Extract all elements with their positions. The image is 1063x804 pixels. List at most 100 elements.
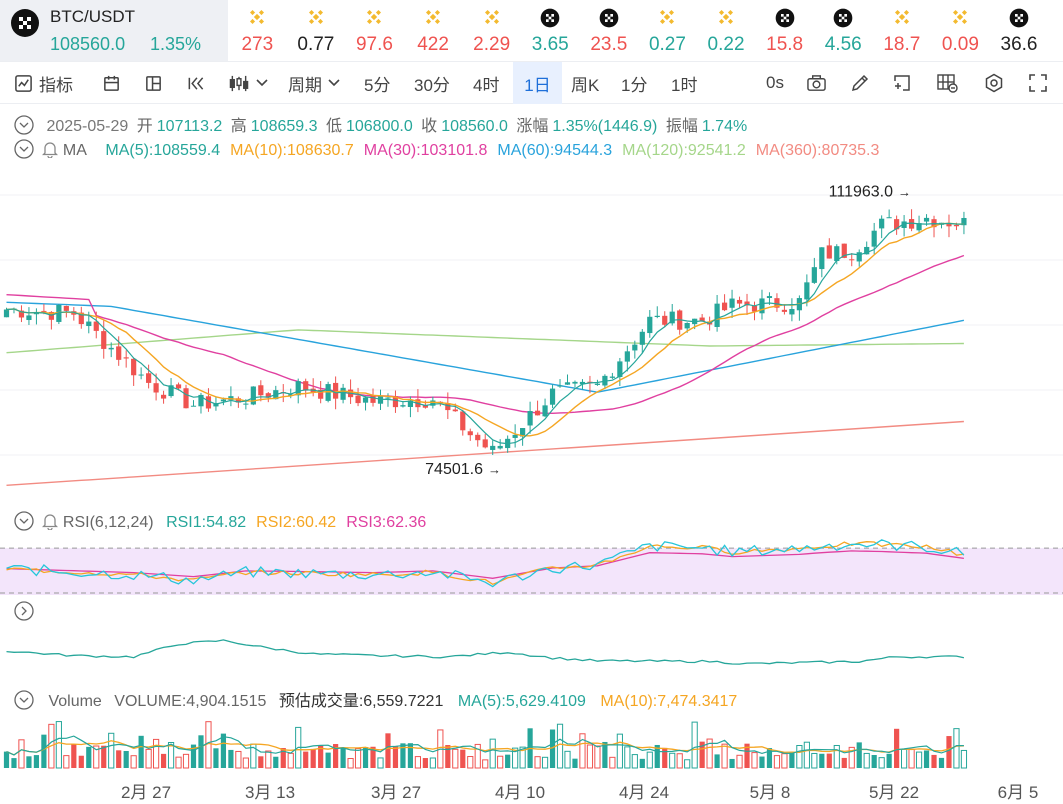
candle [123,350,129,368]
interval-30m[interactable]: 30分 [414,62,450,104]
ticker-item[interactable]: 97.6 [345,0,404,61]
volume-estimate: 预估成交量:6,559.7221 [278,693,444,710]
layout-button[interactable] [144,62,163,104]
volume-bar [676,753,683,769]
main-chart[interactable]: 111963.0 → 74501.6 → [0,165,1063,505]
high-value: 108659.3 [250,118,318,135]
ticker-item[interactable]: 0.77 [287,0,346,61]
ma-value: MA(360):80735.3 [755,142,880,159]
binance-coin-icon [483,8,501,31]
volume-bar [482,759,489,769]
volume-bar [362,747,369,768]
candle [48,311,54,330]
bell-icon[interactable] [42,141,59,163]
add-chart-button[interactable] [892,62,912,104]
draw-button[interactable] [850,62,870,104]
candle-body [220,399,227,402]
chevron-down-icon[interactable] [14,690,34,715]
candle [916,215,922,234]
chevron-right-icon[interactable] [14,601,34,626]
volume-ma5: MA(5):5,629.4109 [457,693,586,710]
chevron-down-icon[interactable] [14,115,34,140]
volume-bar [86,746,92,768]
volume-bar [273,756,279,768]
candle-body [871,230,877,247]
interval-4h[interactable]: 4时 [473,62,499,104]
ticker-value: 23.5 [590,34,628,55]
candle-body [243,403,249,405]
chevron-down-icon[interactable] [14,139,34,164]
interval-5m[interactable]: 5分 [364,62,390,104]
checker-logo-icon [775,8,795,33]
interval-1m[interactable]: 1分 [621,62,647,104]
volume-bar [325,752,331,768]
candle-body [923,217,930,222]
high-label: 高 [230,118,247,135]
ma120-line [6,329,964,354]
candle-body [355,395,361,404]
indicators-button[interactable]: 指标 [14,62,73,104]
period-dropdown[interactable]: 周期 [288,62,340,104]
ticker-item[interactable]: 2.29 [462,0,521,61]
candle-body [213,403,219,407]
arrow-right-icon: → [898,184,911,199]
fullscreen-button[interactable] [1028,62,1048,104]
ticker-item[interactable]: 0.09 [931,0,990,61]
volume-bar [938,757,945,768]
candle-body [684,323,690,329]
candle-body [41,310,47,312]
candle-body [527,411,533,426]
chart-type-dropdown[interactable] [228,62,268,104]
ticker-item[interactable]: 4.56 [814,0,873,61]
volume-bar [333,744,339,768]
interval-1h[interactable]: 1时 [671,62,697,104]
volume-bar [242,757,249,769]
indicator-chart[interactable] [0,622,1063,684]
ticker-item[interactable]: 15.8 [755,0,814,61]
interval-1d[interactable]: 1日 [513,62,562,104]
volume-bar [318,745,324,768]
candle-body [849,259,855,261]
bell-icon[interactable] [42,513,59,535]
screenshot-button[interactable] [806,62,827,104]
volume-chart[interactable] [0,713,1063,769]
ticker-item[interactable]: 422 [404,0,463,61]
indicator-line [6,639,965,665]
volume-bar [915,751,923,769]
candle [901,215,907,237]
rewind-icon [186,74,206,93]
ticker-item[interactable]: 0.22 [697,0,756,61]
interval-week[interactable]: 周K [571,62,599,104]
chart-grid-button[interactable] [936,62,958,104]
candle-body [894,219,900,230]
candle [153,373,159,401]
ticker-item[interactable]: 23.5 [580,0,639,61]
arrow-right-icon: → [488,462,501,477]
ticker-item[interactable]: 3.65 [521,0,580,61]
settings-button[interactable] [984,62,1004,104]
ma-items: MA(5):108559.4 MA(10):108630.7 MA(30):1031… [105,142,889,159]
ticker-item[interactable]: 18.7 [873,0,932,61]
rewind-button[interactable] [186,62,206,104]
candle-body [714,303,720,327]
volume-bar [878,757,885,769]
pencil-icon [850,73,870,93]
ticker-item[interactable]: 36.6 [990,0,1049,61]
candle-body [908,219,915,229]
calendar-button[interactable] [102,62,121,104]
volume-bar [811,752,818,769]
volume-bar [766,748,773,768]
ticker-value: 2.29 [473,34,511,55]
rsi-chart[interactable] [0,538,1063,596]
ticker-item[interactable]: 273 [228,0,287,61]
candle-body [183,388,189,409]
candle [879,215,885,239]
candle-body [482,439,488,448]
chevron-down-icon[interactable] [14,511,34,536]
candle-body [639,331,645,345]
candle-body [774,298,780,308]
rsi-value: RSI2:60.42 [256,514,337,531]
main-ticker[interactable]: BTC/USDT 108560.0 1.35% [0,0,228,61]
volume-bar [429,757,436,769]
ticker-item[interactable]: 0.27 [638,0,697,61]
